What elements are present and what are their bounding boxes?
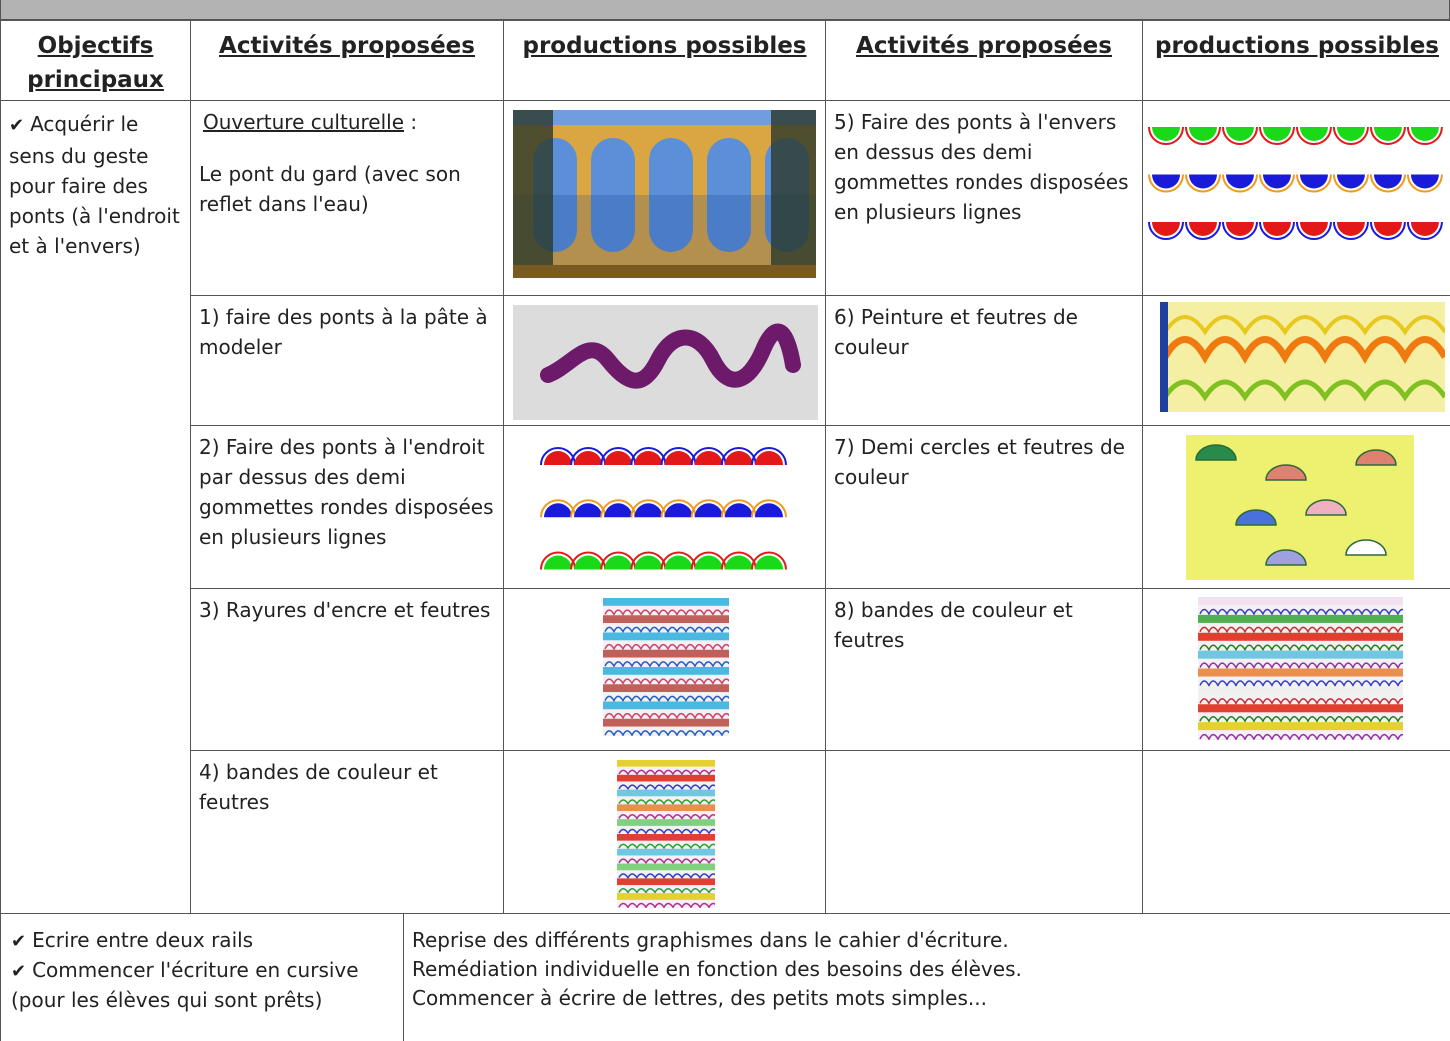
activity-cell: 8) bandes de couleur et feutres	[825, 588, 1143, 751]
activity-cell	[825, 750, 1143, 914]
activity-cell: 7) Demi cercles et feutres de couleur	[825, 425, 1143, 589]
objective-cell: ✔ Acquérir le sens du geste pour faire de…	[0, 100, 191, 914]
activity-cell: Ouverture culturelle : Le pont du gard (…	[190, 100, 504, 296]
drawing-stickers	[540, 440, 790, 580]
activity-separator: :	[410, 110, 418, 134]
bottom-line: Commencer à écrire de lettres, des petit…	[412, 986, 987, 1010]
photo-bridge	[513, 110, 816, 278]
activity-cell: 6) Peinture et feutres de couleur	[825, 295, 1143, 426]
drawing-stickers	[1148, 112, 1448, 242]
painting	[1160, 302, 1445, 412]
check-icon: ✔	[9, 115, 25, 136]
painting-semicircles	[1186, 435, 1414, 580]
header-cell: Objectifs principaux	[0, 20, 191, 101]
bottom-objective: Ecrire entre deux rails	[32, 928, 254, 952]
bottom-line: Remédiation individuelle en fonction des…	[412, 957, 1022, 981]
photo-bands	[617, 760, 715, 908]
bottom-activities: Reprise des différents graphismes dans l…	[403, 913, 1450, 1041]
photo-clay	[513, 305, 818, 420]
photo-bands	[1198, 597, 1403, 740]
activity-text: Le pont du gard (avec son reflet dans l'…	[199, 162, 461, 216]
bottom-line: Reprise des différents graphismes dans l…	[412, 928, 1009, 952]
title-bar	[0, 0, 1450, 20]
header-cell: productions possibles	[1142, 20, 1450, 101]
check-icon: ✔	[11, 961, 27, 982]
activity-cell: 2) Faire des ponts à l'endroit par dessu…	[190, 425, 504, 589]
header-cell: Activités proposées	[825, 20, 1143, 101]
header-cell: productions possibles	[503, 20, 826, 101]
header-cell: Activités proposées	[190, 20, 504, 101]
check-icon: ✔	[11, 931, 27, 952]
activity-label: Ouverture culturelle	[203, 110, 404, 134]
activity-cell: 4) bandes de couleur et feutres	[190, 750, 504, 914]
photo-stripes	[603, 598, 729, 736]
objective-text: Acquérir le sens du geste pour faire des…	[9, 112, 180, 258]
activity-cell: 1) faire des ponts à la pâte à modeler	[190, 295, 504, 426]
bottom-objectives: ✔ Ecrire entre deux rails ✔ Commencer l'éc…	[0, 913, 404, 1041]
image-cell	[1142, 750, 1450, 914]
activity-cell: 3) Rayures d'encre et feutres	[190, 588, 504, 751]
activity-cell: 5) Faire des ponts à l'envers en dessus …	[825, 100, 1143, 296]
bottom-objective: Commencer l'écriture en cursive (pour le…	[11, 958, 359, 1012]
